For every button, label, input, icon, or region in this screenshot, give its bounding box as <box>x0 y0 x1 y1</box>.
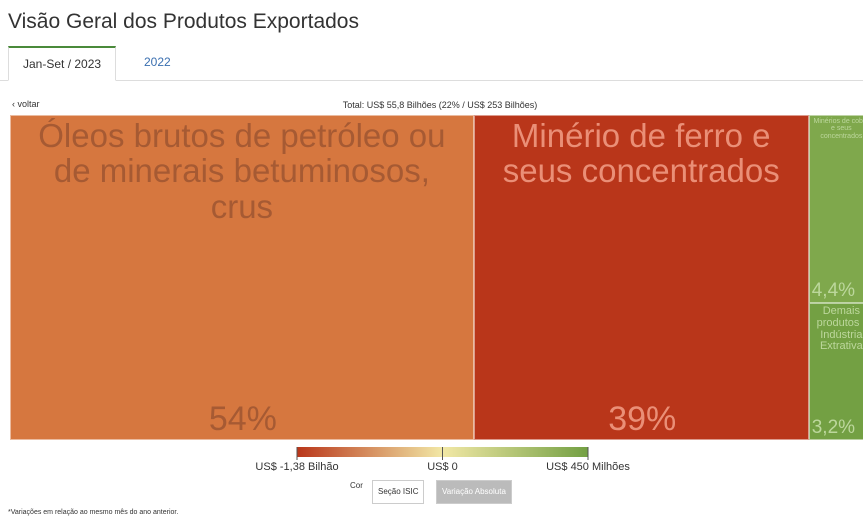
tab[interactable]: 2022 <box>144 55 171 69</box>
color-option[interactable]: Seção ISIC <box>372 480 425 504</box>
tile-value: 54% <box>208 400 277 438</box>
legend-bar <box>296 447 589 460</box>
legend-tick-label: US$ 0 <box>427 461 458 473</box>
footnote: *Variações em relação ao mesmo mês do an… <box>8 509 179 516</box>
treemap-tile: Óleos brutos de petróleo ou de minerais … <box>10 115 474 440</box>
legend-tick-label: US$ 450 Milhões <box>546 461 630 473</box>
chart-title: Total: US$ 55,8 Bilhões (22% / US$ 253 B… <box>342 100 538 110</box>
color-option[interactable]: Variação Absoluta <box>436 480 512 504</box>
tile-label: Demais produtos - Indústria Extrativa <box>816 305 863 353</box>
tab[interactable]: Jan-Set / 2023 <box>8 46 117 81</box>
back-link[interactable]: ‹ voltar <box>12 99 40 109</box>
color-legend: US$ -1,38 Bilhão US$ 0 US$ 450 Milhões <box>0 444 863 484</box>
treemap: Óleos brutos de petróleo ou de minerais … <box>10 115 863 440</box>
legend-tick-label: US$ -1,38 Bilhão <box>255 461 339 473</box>
treemap-tile: Minério de ferro e seus concentrados 39% <box>473 115 809 440</box>
tile-label: Óleos brutos de petróleo ou de minerais … <box>38 117 446 225</box>
treemap-tile: Demais produtos - Indústria Extrativa 3,2… <box>808 303 863 440</box>
tile-label: Minérios de cobre e seus concentrados <box>813 118 863 140</box>
tile-value: 4,4% <box>811 280 856 302</box>
color-label: Cor <box>350 481 363 490</box>
tile-value: 39% <box>608 400 677 438</box>
tile-value: 3,2% <box>811 416 856 438</box>
treemap-tile: Minérios de cobre e seus concentrados 4,4… <box>808 115 863 304</box>
tile-label: Minério de ferro e seus concentrados <box>502 117 780 190</box>
tab-bar: Jan-Set / 2023 2022 <box>0 46 863 81</box>
page-title: Visão Geral dos Produtos Exportados <box>8 10 359 33</box>
